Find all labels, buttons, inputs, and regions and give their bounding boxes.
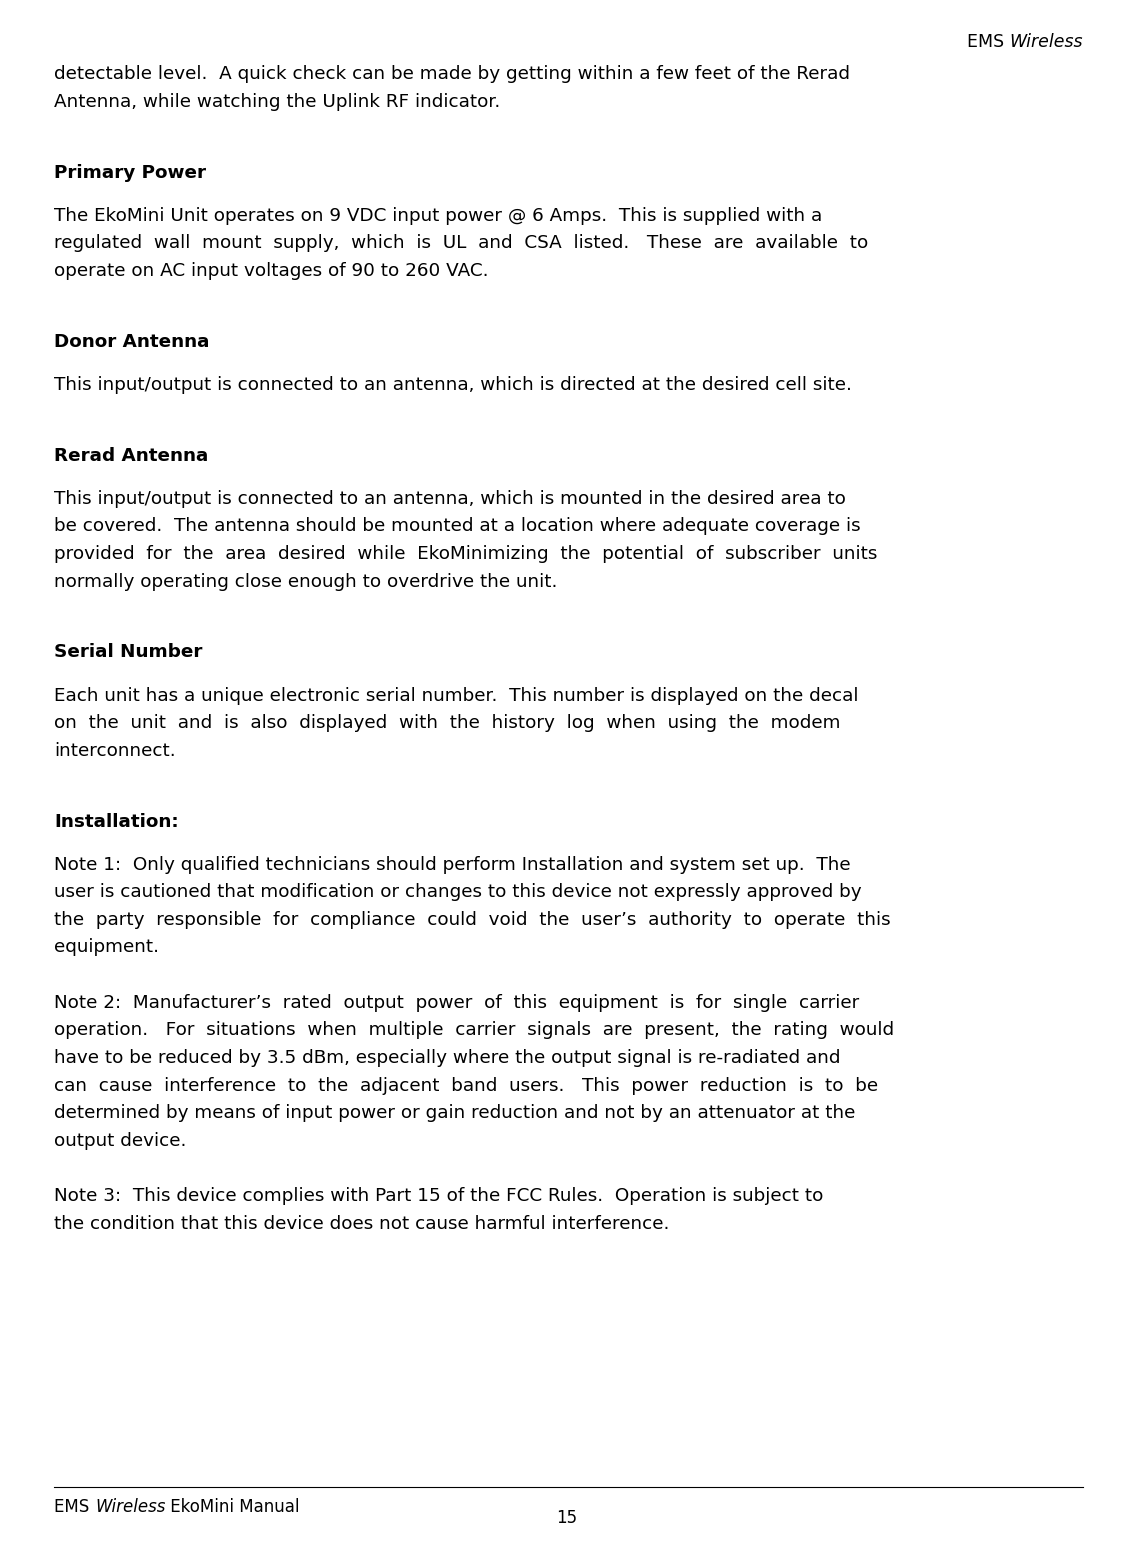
Text: Rerad Antenna: Rerad Antenna xyxy=(54,446,209,465)
Text: Wireless: Wireless xyxy=(95,1498,166,1516)
Text: detectable level.  A quick check can be made by getting within a few feet of the: detectable level. A quick check can be m… xyxy=(54,65,850,84)
Text: Antenna, while watching the Uplink RF indicator.: Antenna, while watching the Uplink RF in… xyxy=(54,93,501,110)
Text: Primary Power: Primary Power xyxy=(54,164,206,181)
Text: Note 1:  Only qualified technicians should perform Installation and system set u: Note 1: Only qualified technicians shoul… xyxy=(54,855,850,874)
Text: EkoMini Manual: EkoMini Manual xyxy=(166,1498,299,1516)
Text: determined by means of input power or gain reduction and not by an attenuator at: determined by means of input power or ga… xyxy=(54,1104,856,1121)
Text: have to be reduced by 3.5 dBm, especially where the output signal is re-radiated: have to be reduced by 3.5 dBm, especiall… xyxy=(54,1049,841,1067)
Text: equipment.: equipment. xyxy=(54,939,160,956)
Text: operate on AC input voltages of 90 to 260 VAC.: operate on AC input voltages of 90 to 26… xyxy=(54,262,489,280)
Text: can  cause  interference  to  the  adjacent  band  users.   This  power  reducti: can cause interference to the adjacent b… xyxy=(54,1077,879,1095)
Text: user is cautioned that modification or changes to this device not expressly appr: user is cautioned that modification or c… xyxy=(54,883,862,902)
Text: This input/output is connected to an antenna, which is directed at the desired c: This input/output is connected to an ant… xyxy=(54,376,853,393)
Text: 15: 15 xyxy=(557,1509,577,1527)
Text: the condition that this device does not cause harmful interference.: the condition that this device does not … xyxy=(54,1214,670,1233)
Text: Wireless: Wireless xyxy=(1009,33,1083,51)
Text: be covered.  The antenna should be mounted at a location where adequate coverage: be covered. The antenna should be mounte… xyxy=(54,517,861,536)
Text: operation.   For  situations  when  multiple  carrier  signals  are  present,  t: operation. For situations when multiple … xyxy=(54,1021,895,1039)
Text: normally operating close enough to overdrive the unit.: normally operating close enough to overd… xyxy=(54,573,558,590)
Text: Each unit has a unique electronic serial number.  This number is displayed on th: Each unit has a unique electronic serial… xyxy=(54,686,858,705)
Text: This input/output is connected to an antenna, which is mounted in the desired ar: This input/output is connected to an ant… xyxy=(54,489,846,508)
Text: the  party  responsible  for  compliance  could  void  the  user’s  authority  t: the party responsible for compliance cou… xyxy=(54,911,891,929)
Text: Donor Antenna: Donor Antenna xyxy=(54,333,210,350)
Text: The EkoMini Unit operates on 9 VDC input power @ 6 Amps.  This is supplied with : The EkoMini Unit operates on 9 VDC input… xyxy=(54,206,822,225)
Text: Installation:: Installation: xyxy=(54,813,179,830)
Text: Note 2:  Manufacturer’s  rated  output  power  of  this  equipment  is  for  sin: Note 2: Manufacturer’s rated output powe… xyxy=(54,994,860,1011)
Text: EMS: EMS xyxy=(967,33,1009,51)
Text: EMS: EMS xyxy=(54,1498,95,1516)
Text: on  the  unit  and  is  also  displayed  with  the  history  log  when  using  t: on the unit and is also displayed with t… xyxy=(54,714,841,733)
Text: Note 3:  This device complies with Part 15 of the FCC Rules.  Operation is subje: Note 3: This device complies with Part 1… xyxy=(54,1187,823,1205)
Text: interconnect.: interconnect. xyxy=(54,742,176,759)
Text: provided  for  the  area  desired  while  EkoMinimizing  the  potential  of  sub: provided for the area desired while EkoM… xyxy=(54,545,878,562)
Text: Serial Number: Serial Number xyxy=(54,643,203,661)
Text: output device.: output device. xyxy=(54,1132,187,1149)
Text: regulated  wall  mount  supply,  which  is  UL  and  CSA  listed.   These  are  : regulated wall mount supply, which is UL… xyxy=(54,234,869,252)
